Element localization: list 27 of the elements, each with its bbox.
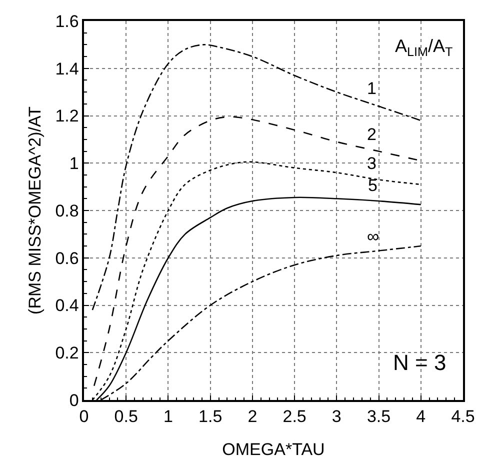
y-tick-label: 0.2 [55,344,79,363]
legend-title: A$_{LIM}$/A$_{T}$ [395,36,454,59]
x-tick-label: 1.5 [198,407,222,426]
y-tick-label: 1.4 [55,59,79,78]
x-tick-label: 1 [163,407,173,426]
x-axis-title: OMEGA*TAU [222,440,325,460]
y-tick-label: 0.8 [55,201,79,220]
y-axis-title: (RMS MISS*OMEGA^2)/AT [25,106,44,314]
y-tick-label: 1.6 [55,12,79,31]
series-label: ∞ [367,227,380,246]
x-tick-label: 2 [248,407,258,426]
y-tick-label: 1 [69,154,79,174]
series-label: 5 [368,176,378,195]
x-tick-label: 4 [416,407,426,426]
y-tick-label: 1.2 [55,106,79,126]
x-tick-label: 2.5 [282,407,306,426]
y-tick-label: 0.6 [55,248,79,268]
series-label: 1 [367,79,376,98]
x-tick-label: 3.5 [366,407,391,426]
y-tick-label: 0.4 [55,296,79,316]
x-tick-label: 3 [332,407,342,426]
annotation: N = 3 [393,350,446,375]
y-tick-label: 0 [69,390,79,410]
series-label: 3 [367,154,376,173]
series-label: 2 [367,125,376,144]
x-tick-label: 0.5 [114,407,138,426]
x-tick-label: 4.5 [451,407,475,426]
